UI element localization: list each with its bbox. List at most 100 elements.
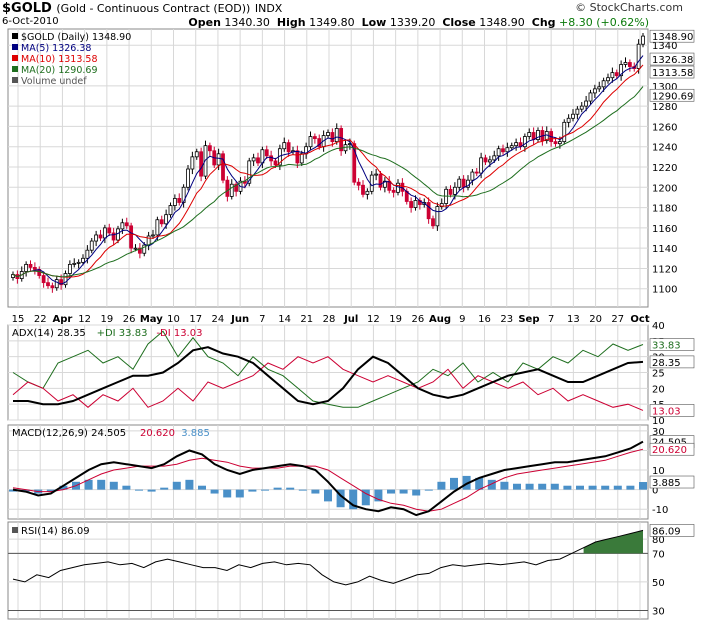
macd-histogram-bar xyxy=(387,489,395,494)
x-tick-label: Apr xyxy=(53,314,73,325)
candle-body xyxy=(614,72,619,77)
x-tick-label: Jun xyxy=(230,314,249,325)
rsi-overbought-fill xyxy=(583,530,643,554)
candle-body xyxy=(588,92,593,102)
candle-body xyxy=(461,178,466,188)
chart-title: $GOLD (Gold - Continuous Contract (EOD))… xyxy=(2,1,282,16)
macd-histogram-bar xyxy=(639,482,647,490)
price-legend-item: MA(20) 1290.69 xyxy=(21,65,98,76)
macd-histogram-bar xyxy=(248,489,257,492)
candle-body xyxy=(334,128,339,143)
candle-body xyxy=(221,153,225,181)
candle-body xyxy=(339,128,344,152)
candle-body xyxy=(396,182,400,193)
macd-histogram-bar xyxy=(46,489,55,492)
macd-signal-tag: 20.620 xyxy=(652,445,687,456)
candle-body xyxy=(264,149,269,157)
high-value: 1349.80 xyxy=(309,16,355,29)
macd-histogram-bar xyxy=(525,483,534,490)
adx-tag-0: 28.35 xyxy=(652,358,681,369)
candle-body xyxy=(610,72,615,79)
rsi-tag-box xyxy=(649,524,695,537)
macd-line xyxy=(12,440,644,517)
candle-body xyxy=(164,214,169,225)
candle-body xyxy=(120,222,125,230)
candle-body xyxy=(619,64,624,77)
x-tick-label: 7 xyxy=(259,314,265,325)
candle-body xyxy=(247,160,252,184)
y-tick-label: 1240 xyxy=(652,143,677,154)
legend-swatch xyxy=(12,55,18,61)
adx-tag-0-box xyxy=(649,355,695,369)
candle-body xyxy=(330,132,335,143)
candle-body xyxy=(571,113,575,119)
rsi-line xyxy=(12,529,644,586)
macd-histogram-bar xyxy=(475,477,484,490)
low-value: 1339.20 xyxy=(389,16,436,29)
candle-body xyxy=(361,184,365,195)
macd-hist-tag: 3.885 xyxy=(652,478,681,489)
close-value: 1348.90 xyxy=(479,16,525,29)
ohlc-summary: Open 1340.30 High 1349.80 Low 1339.20 Cl… xyxy=(188,16,649,29)
candle-body xyxy=(146,235,151,246)
x-tick-label: 15 xyxy=(12,314,25,325)
macd-histogram-bar xyxy=(487,479,496,490)
candle-body xyxy=(225,179,230,197)
candle-body xyxy=(378,173,383,188)
y-tick-label: 30 xyxy=(652,427,665,438)
ma20-line xyxy=(12,86,644,278)
candle-body xyxy=(273,160,278,166)
macd-histogram-bar xyxy=(424,489,433,491)
x-tick-label: 22 xyxy=(34,314,47,325)
y-tick-label: 1220 xyxy=(652,163,677,174)
y-tick-label: 30 xyxy=(652,606,665,617)
x-tick-label: Jul xyxy=(343,314,358,325)
x-tick-label: May xyxy=(140,314,163,325)
candle-body xyxy=(505,147,510,153)
macd-histogram-bar xyxy=(235,489,244,498)
candle-body xyxy=(269,155,274,162)
candle-body xyxy=(365,190,370,195)
candle-body xyxy=(448,188,453,195)
macd-histogram-bar xyxy=(135,489,143,491)
high-label: High xyxy=(276,16,306,29)
y-tick-label: 50 xyxy=(652,578,665,589)
macd-histogram-bar xyxy=(223,489,232,498)
candle-body xyxy=(509,145,514,149)
macd-histogram-bar xyxy=(185,479,194,490)
candle-body xyxy=(584,100,589,107)
candle-body xyxy=(216,153,221,166)
y-tick-label: 0 xyxy=(652,486,658,497)
y-tick-label: 70 xyxy=(652,549,665,560)
macd-histogram-bar xyxy=(563,485,572,490)
candle-body xyxy=(286,142,291,153)
candle-body xyxy=(229,183,234,197)
macd-histogram-bar xyxy=(298,489,307,491)
macd-histogram-bar xyxy=(500,481,509,490)
y-tick-label: 20 xyxy=(652,384,665,395)
macd-histogram-bar xyxy=(210,489,219,494)
macd-histogram-bar xyxy=(588,485,597,490)
adx-tag-1: 33.83 xyxy=(652,341,681,352)
macd-histogram-bar xyxy=(349,489,358,510)
x-tick-label: 20 xyxy=(589,314,602,325)
macd-histogram-bar xyxy=(613,485,622,490)
candle-body xyxy=(487,159,492,163)
candle-body xyxy=(54,279,59,289)
x-tick-label: 10 xyxy=(167,314,180,325)
candle-body xyxy=(282,142,287,150)
candle-body xyxy=(98,234,103,239)
candle-body xyxy=(579,105,584,110)
minus-di-line xyxy=(12,356,644,411)
macd-histogram-bar xyxy=(109,481,118,490)
candle-body xyxy=(50,285,55,289)
x-tick-label: Sep xyxy=(518,314,539,325)
y-tick-label: 1160 xyxy=(652,224,677,235)
chg-value: +8.30 (+0.62%) xyxy=(559,16,649,29)
panel-frame-price xyxy=(7,28,649,308)
candle-body xyxy=(102,227,107,239)
candle-body xyxy=(369,174,374,192)
macd-histogram-bar xyxy=(261,489,269,491)
macd-histogram-bar xyxy=(97,479,106,490)
macd-histogram-bar xyxy=(576,485,584,490)
